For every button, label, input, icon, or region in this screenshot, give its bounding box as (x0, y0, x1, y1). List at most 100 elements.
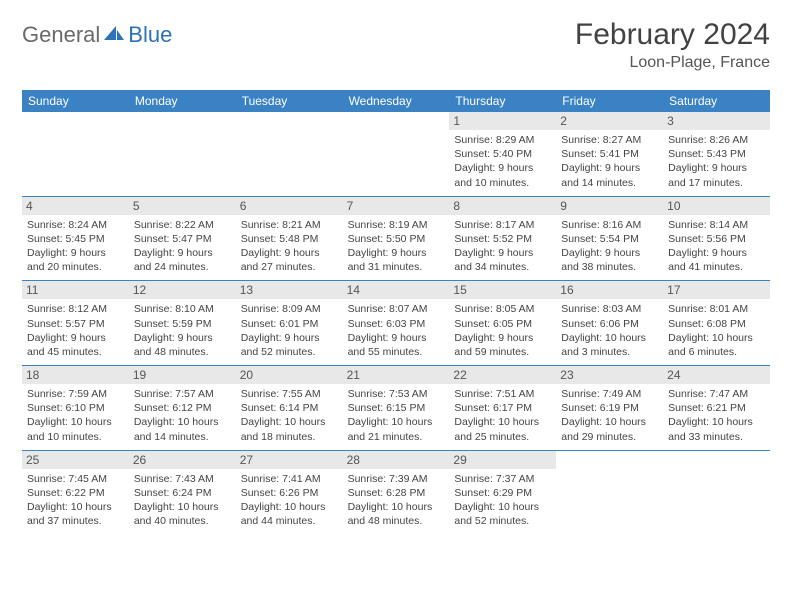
daylight-text-1: Daylight: 10 hours (134, 415, 231, 429)
sunrise-text: Sunrise: 8:19 AM (348, 218, 445, 232)
sunset-text: Sunset: 6:05 PM (454, 317, 551, 331)
week-row: 1Sunrise: 8:29 AMSunset: 5:40 PMDaylight… (22, 112, 770, 197)
day-details: Sunrise: 8:10 AMSunset: 5:59 PMDaylight:… (134, 302, 231, 359)
day-details: Sunrise: 8:07 AMSunset: 6:03 PMDaylight:… (348, 302, 445, 359)
daylight-text-1: Daylight: 10 hours (454, 500, 551, 514)
day-number: 21 (343, 366, 450, 384)
day-cell: 7Sunrise: 8:19 AMSunset: 5:50 PMDaylight… (343, 197, 450, 281)
sunset-text: Sunset: 6:12 PM (134, 401, 231, 415)
day-number: 6 (236, 197, 343, 215)
day-number: 9 (556, 197, 663, 215)
day-details: Sunrise: 8:22 AMSunset: 5:47 PMDaylight:… (134, 218, 231, 275)
day-details: Sunrise: 8:29 AMSunset: 5:40 PMDaylight:… (454, 133, 551, 190)
day-number: 26 (129, 451, 236, 469)
day-details: Sunrise: 7:43 AMSunset: 6:24 PMDaylight:… (134, 472, 231, 529)
day-number: 3 (663, 112, 770, 130)
weekday-header: Wednesday (343, 90, 450, 112)
sunset-text: Sunset: 5:40 PM (454, 147, 551, 161)
sunrise-text: Sunrise: 7:53 AM (348, 387, 445, 401)
daylight-text-2: and 33 minutes. (668, 430, 765, 444)
day-details: Sunrise: 8:14 AMSunset: 5:56 PMDaylight:… (668, 218, 765, 275)
sunset-text: Sunset: 5:52 PM (454, 232, 551, 246)
day-number: 12 (129, 281, 236, 299)
day-cell (22, 112, 129, 196)
daylight-text-1: Daylight: 10 hours (348, 500, 445, 514)
day-cell: 3Sunrise: 8:26 AMSunset: 5:43 PMDaylight… (663, 112, 770, 196)
weekday-header: Sunday (22, 90, 129, 112)
day-details: Sunrise: 8:03 AMSunset: 6:06 PMDaylight:… (561, 302, 658, 359)
sunrise-text: Sunrise: 8:27 AM (561, 133, 658, 147)
sunrise-text: Sunrise: 8:07 AM (348, 302, 445, 316)
daylight-text-2: and 27 minutes. (241, 260, 338, 274)
day-cell: 18Sunrise: 7:59 AMSunset: 6:10 PMDayligh… (22, 366, 129, 450)
sunset-text: Sunset: 6:17 PM (454, 401, 551, 415)
day-details: Sunrise: 7:53 AMSunset: 6:15 PMDaylight:… (348, 387, 445, 444)
daylight-text-1: Daylight: 9 hours (134, 246, 231, 260)
day-cell: 4Sunrise: 8:24 AMSunset: 5:45 PMDaylight… (22, 197, 129, 281)
day-cell: 26 Sunrise: 7:43 AMSunset: 6:24 PMDayligh… (129, 451, 236, 535)
day-cell: 10 Sunrise: 8:14 AMSunset: 5:56 PMDayligh… (663, 197, 770, 281)
day-number: 25 (22, 451, 129, 469)
daylight-text-2: and 21 minutes. (348, 430, 445, 444)
daylight-text-1: Daylight: 9 hours (27, 246, 124, 260)
sunset-text: Sunset: 5:43 PM (668, 147, 765, 161)
sunrise-text: Sunrise: 7:45 AM (27, 472, 124, 486)
day-number: 8 (449, 197, 556, 215)
day-details: Sunrise: 8:19 AMSunset: 5:50 PMDaylight:… (348, 218, 445, 275)
day-cell: 28Sunrise: 7:39 AMSunset: 6:28 PMDayligh… (343, 451, 450, 535)
daylight-text-2: and 48 minutes. (134, 345, 231, 359)
page-header: General Blue February 2024 Loon-Plage, F… (22, 18, 770, 72)
sunrise-text: Sunrise: 8:17 AM (454, 218, 551, 232)
sunset-text: Sunset: 5:54 PM (561, 232, 658, 246)
week-row: 18Sunrise: 7:59 AMSunset: 6:10 PMDayligh… (22, 366, 770, 451)
day-details: Sunrise: 7:45 AMSunset: 6:22 PMDaylight:… (27, 472, 124, 529)
daylight-text-2: and 45 minutes. (27, 345, 124, 359)
day-cell: 21 Sunrise: 7:53 AMSunset: 6:15 PMDayligh… (343, 366, 450, 450)
week-row: 11Sunrise: 8:12 AMSunset: 5:57 PMDayligh… (22, 281, 770, 366)
day-details: Sunrise: 8:16 AMSunset: 5:54 PMDaylight:… (561, 218, 658, 275)
daylight-text-1: Daylight: 9 hours (348, 331, 445, 345)
daylight-text-2: and 24 minutes. (134, 260, 231, 274)
day-number: 13 (236, 281, 343, 299)
daylight-text-1: Daylight: 9 hours (561, 246, 658, 260)
day-cell: 19Sunrise: 7:57 AMSunset: 6:12 PMDayligh… (129, 366, 236, 450)
title-block: February 2024 Loon-Plage, France (575, 18, 770, 72)
daylight-text-2: and 14 minutes. (134, 430, 231, 444)
day-number: 19 (129, 366, 236, 384)
sunrise-text: Sunrise: 8:21 AM (241, 218, 338, 232)
daylight-text-1: Daylight: 10 hours (668, 415, 765, 429)
sunset-text: Sunset: 5:57 PM (27, 317, 124, 331)
daylight-text-1: Daylight: 10 hours (561, 415, 658, 429)
day-cell: 9 Sunrise: 8:16 AMSunset: 5:54 PMDaylight… (556, 197, 663, 281)
daylight-text-2: and 10 minutes. (27, 430, 124, 444)
sunrise-text: Sunrise: 8:14 AM (668, 218, 765, 232)
day-number: 15 (449, 281, 556, 299)
day-cell: 29Sunrise: 7:37 AMSunset: 6:29 PMDayligh… (449, 451, 556, 535)
daylight-text-1: Daylight: 9 hours (134, 331, 231, 345)
week-row: 25Sunrise: 7:45 AMSunset: 6:22 PMDayligh… (22, 451, 770, 535)
day-details: Sunrise: 7:37 AMSunset: 6:29 PMDaylight:… (454, 472, 551, 529)
daylight-text-2: and 25 minutes. (454, 430, 551, 444)
daylight-text-1: Daylight: 10 hours (134, 500, 231, 514)
day-cell (663, 451, 770, 535)
daylight-text-1: Daylight: 10 hours (27, 415, 124, 429)
logo: General Blue (22, 18, 172, 48)
day-cell: 27Sunrise: 7:41 AMSunset: 6:26 PMDayligh… (236, 451, 343, 535)
daylight-text-2: and 55 minutes. (348, 345, 445, 359)
daylight-text-2: and 20 minutes. (27, 260, 124, 274)
sunset-text: Sunset: 5:50 PM (348, 232, 445, 246)
weekday-header: Tuesday (236, 90, 343, 112)
location: Loon-Plage, France (575, 54, 770, 72)
day-cell: 23Sunrise: 7:49 AMSunset: 6:19 PMDayligh… (556, 366, 663, 450)
daylight-text-1: Daylight: 10 hours (27, 500, 124, 514)
day-details: Sunrise: 7:41 AMSunset: 6:26 PMDaylight:… (241, 472, 338, 529)
sunrise-text: Sunrise: 8:24 AM (27, 218, 124, 232)
daylight-text-1: Daylight: 10 hours (241, 415, 338, 429)
day-details: Sunrise: 7:55 AMSunset: 6:14 PMDaylight:… (241, 387, 338, 444)
day-number: 14 (343, 281, 450, 299)
daylight-text-1: Daylight: 9 hours (561, 161, 658, 175)
day-number: 10 (663, 197, 770, 215)
daylight-text-2: and 3 minutes. (561, 345, 658, 359)
sunset-text: Sunset: 6:22 PM (27, 486, 124, 500)
sunset-text: Sunset: 5:47 PM (134, 232, 231, 246)
